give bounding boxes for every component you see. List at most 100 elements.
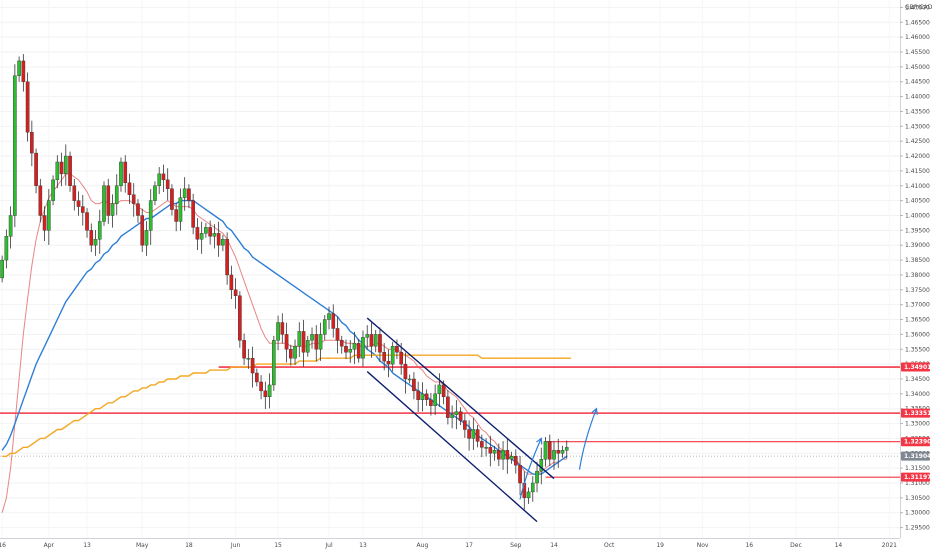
arrow-head: [591, 407, 598, 415]
x-tick-label: 18: [185, 542, 193, 549]
candle-body: [17, 60, 21, 76]
candle-body: [267, 384, 272, 398]
y-tick-label: 1.34500: [905, 376, 930, 383]
candle-body: [8, 215, 13, 237]
y-tick-label: 1.42000: [905, 153, 930, 160]
y-tick-label: 1.37500: [905, 287, 930, 294]
candle-body: [429, 399, 433, 406]
y-tick-label: 1.38500: [905, 257, 930, 264]
candle-body: [259, 381, 263, 392]
x-tick-label: 15: [274, 542, 282, 549]
candle-body: [480, 441, 484, 448]
candle-body: [97, 221, 102, 240]
candle-body: [255, 372, 259, 383]
candle-body: [475, 429, 480, 442]
candle-body: [208, 227, 212, 237]
price-tag: [901, 408, 930, 418]
candle-body: [373, 334, 378, 347]
candle-body: [310, 334, 314, 341]
axis-header-label: GBP/CAD: [905, 4, 932, 11]
candle-body: [390, 346, 395, 365]
candle-body: [441, 384, 446, 398]
candle-body: [102, 185, 106, 222]
candle-body: [305, 340, 310, 353]
candle-body: [131, 194, 136, 204]
x-tick-label: 14: [550, 542, 558, 549]
candle-body: [47, 200, 51, 231]
y-tick-label: 1.33000: [905, 421, 930, 428]
candle-body: [34, 152, 38, 186]
price-axis[interactable]: 1.47000 1.46500 1.46000 1.45500 1.45000 1.445…: [900, 0, 932, 550]
y-tick-label: 1.35500: [905, 346, 930, 353]
candle-body: [378, 334, 382, 353]
drawings: [366, 317, 598, 523]
candle-body: [221, 239, 225, 246]
candle-body: [195, 227, 200, 240]
candle-body: [365, 334, 370, 338]
candle-body: [564, 447, 569, 451]
candle-body: [242, 340, 246, 359]
x-tick-label: Apr: [44, 542, 55, 549]
candle-body: [322, 319, 327, 335]
candle-body: [170, 188, 174, 210]
candle-body: [543, 441, 548, 460]
candle-body: [471, 429, 476, 439]
candle-body: [518, 464, 522, 484]
price-tag-label: 1.31904: [904, 453, 931, 460]
candle-body: [51, 179, 55, 201]
y-tick-label: 1.40500: [905, 198, 930, 205]
price-tag-label: 1.32390: [904, 439, 931, 446]
candle-body: [127, 182, 132, 195]
candle-body: [182, 188, 187, 198]
x-tick-label: 14: [835, 542, 843, 549]
x-tick-label: 16: [0, 542, 6, 549]
x-tick-label: 13: [83, 542, 91, 549]
candle-body: [513, 456, 518, 466]
candle-body: [55, 161, 60, 181]
y-tick-label: 1.31000: [905, 480, 930, 487]
price-tag: [901, 437, 930, 447]
candle-body: [416, 390, 420, 400]
grid-layer: [0, 6, 900, 529]
y-tick-label: 1.42500: [905, 138, 930, 145]
candle-body: [497, 450, 501, 460]
time-axis[interactable]: 16 Apr 13 May 18 Jun 15 Jul 13 Aug 17 Sep 14 Oct 19 Nov…: [0, 538, 900, 550]
candle-body: [488, 447, 493, 454]
candle-body: [403, 363, 408, 380]
x-tick-label: Nov: [697, 542, 709, 549]
y-tick-label: 1.39500: [905, 227, 930, 234]
candle-body: [352, 343, 357, 350]
candle-body: [225, 239, 229, 276]
x-tick-label: Sep: [510, 542, 522, 549]
candle-body: [110, 203, 115, 216]
candle-body: [526, 491, 531, 499]
y-tick-label: 1.45500: [905, 49, 930, 56]
candle-body: [59, 161, 64, 175]
candle-body: [191, 200, 195, 228]
candle-body: [72, 185, 77, 201]
candle-body: [25, 81, 30, 133]
candle-body: [21, 60, 26, 82]
x-tick-label: 17: [465, 542, 473, 549]
candle-body: [119, 161, 123, 186]
x-tick-label: 13: [359, 542, 367, 549]
y-tick-label: 1.34000: [905, 391, 930, 398]
y-tick-label: 1.46500: [905, 19, 930, 26]
moving-average-line: [2, 354, 571, 457]
candle-body: [76, 200, 81, 207]
candle-body: [348, 349, 353, 353]
candle-body: [407, 378, 412, 381]
y-tick-label: 1.41500: [905, 168, 930, 175]
support-resistance-levels: [0, 366, 900, 478]
candles: [0, 54, 569, 510]
candle-body: [552, 450, 556, 460]
x-tick-label: 2021: [882, 542, 897, 549]
candle-body: [433, 393, 437, 406]
candle-body: [331, 313, 336, 329]
y-tick-label: 1.31500: [905, 465, 930, 472]
candle-body: [297, 331, 302, 347]
y-tick-label: 1.30500: [905, 495, 930, 502]
y-tick-label: 1.44500: [905, 79, 930, 86]
